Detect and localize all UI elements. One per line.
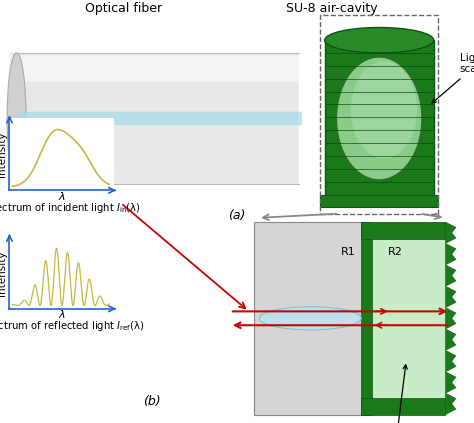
Bar [254, 222, 367, 415]
Ellipse shape [351, 61, 417, 159]
X-axis label: λ: λ [58, 192, 65, 202]
Polygon shape [446, 329, 456, 350]
Text: SU-8 air-cavity: SU-8 air-cavity [286, 2, 378, 15]
FancyBboxPatch shape [9, 53, 299, 184]
Ellipse shape [7, 53, 26, 184]
Text: Air cavity: Air cavity [372, 365, 421, 423]
Bar [361, 222, 446, 239]
Polygon shape [446, 265, 456, 286]
Bar [367, 222, 446, 415]
Text: (a): (a) [228, 209, 246, 222]
Text: Spectrum of reflected light $I_{\mathrm{ref}}$(λ): Spectrum of reflected light $I_{\mathrm{… [0, 319, 144, 333]
Text: Optical fiber: Optical fiber [85, 2, 162, 15]
Polygon shape [446, 393, 456, 415]
Polygon shape [446, 286, 456, 308]
Text: (b): (b) [143, 395, 161, 408]
Polygon shape [446, 244, 456, 265]
Polygon shape [446, 222, 456, 244]
Bar [320, 195, 438, 207]
Polygon shape [446, 372, 456, 393]
Text: R2: R2 [388, 247, 403, 257]
Ellipse shape [325, 27, 434, 53]
Bar [325, 40, 434, 197]
Text: Light
scatter: Light scatter [432, 52, 474, 103]
Text: R1: R1 [341, 247, 356, 257]
Bar [361, 398, 446, 415]
Polygon shape [446, 350, 456, 372]
Bar [320, 15, 438, 214]
Y-axis label: Intensity: Intensity [0, 250, 7, 296]
FancyBboxPatch shape [18, 112, 302, 125]
Ellipse shape [259, 307, 361, 330]
Text: Spectrum of incident light $I_{\mathrm{in}}$(λ): Spectrum of incident light $I_{\mathrm{i… [0, 201, 140, 215]
Bar [361, 222, 372, 415]
FancyBboxPatch shape [9, 55, 299, 81]
X-axis label: λ: λ [58, 310, 65, 320]
Ellipse shape [337, 57, 422, 180]
Polygon shape [446, 308, 456, 329]
Y-axis label: Intensity: Intensity [0, 132, 7, 177]
